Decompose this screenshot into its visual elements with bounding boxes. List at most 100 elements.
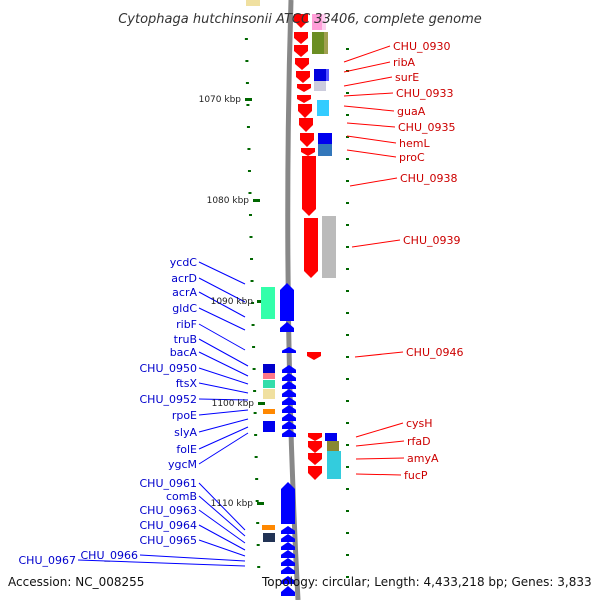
reverse-gene-arrow <box>281 526 295 534</box>
right-minor-tick <box>346 92 349 94</box>
right-minor-tick <box>346 400 349 402</box>
forward-label-leader <box>343 92 394 97</box>
forward-label-leader <box>343 76 393 87</box>
reverse-label-leader <box>77 559 246 567</box>
forward-label-leader <box>355 457 405 460</box>
feature-block <box>317 100 329 116</box>
reverse-gene-arrow <box>282 413 296 421</box>
right-minor-tick <box>346 356 349 358</box>
forward-gene-label: CHU_0946 <box>406 346 464 359</box>
feature-block <box>322 216 336 278</box>
reverse-label-leader <box>198 291 246 318</box>
feature-block <box>261 287 275 319</box>
feature-block <box>263 380 275 388</box>
feature-block <box>246 0 260 6</box>
forward-gene-arrow <box>299 118 313 132</box>
left-minor-tick <box>250 258 254 260</box>
reverse-gene-label: acrD <box>171 272 197 285</box>
left-minor-tick <box>246 126 250 128</box>
left-minor-tick <box>253 412 257 414</box>
reverse-gene-label: CHU_0964 <box>140 519 198 532</box>
feature-block <box>314 81 326 91</box>
reverse-label-leader <box>198 367 249 385</box>
forward-gene-label: CHU_0939 <box>403 234 461 247</box>
forward-label-leader <box>349 177 398 187</box>
feature-block <box>324 32 328 54</box>
feature-block <box>263 421 275 432</box>
left-minor-tick <box>256 522 260 524</box>
reverse-gene-label: truB <box>174 333 197 346</box>
reverse-gene-arrow <box>281 586 295 596</box>
forward-gene-label: surE <box>395 71 419 84</box>
reverse-label-leader <box>198 261 246 285</box>
forward-label-leader <box>343 61 391 73</box>
reverse-label-leader <box>198 418 249 433</box>
forward-gene-label: rfaD <box>407 435 431 448</box>
reverse-gene-label: CHU_0965 <box>140 534 198 547</box>
reverse-label-leader <box>198 432 249 465</box>
reverse-gene-arrow <box>281 566 295 574</box>
forward-gene-arrow <box>308 441 322 453</box>
right-minor-tick <box>346 180 349 182</box>
forward-gene-arrow <box>297 84 311 92</box>
forward-gene-label: cysH <box>406 417 433 430</box>
reverse-gene-label: folE <box>176 443 197 456</box>
feature-block <box>312 32 324 54</box>
forward-gene-arrow <box>295 58 309 70</box>
reverse-gene-label: bacA <box>170 346 198 359</box>
right-minor-tick <box>346 444 349 446</box>
reverse-gene-label: slyA <box>174 426 197 439</box>
left-minor-tick <box>252 346 256 348</box>
reverse-gene-label: CHU_0967 <box>19 554 77 567</box>
left-minor-tick <box>254 456 258 458</box>
feature-block <box>263 533 275 542</box>
reverse-label-leader <box>198 382 249 394</box>
left-minor-tick <box>255 478 259 480</box>
forward-label-leader <box>351 239 401 248</box>
feature-block <box>263 409 275 414</box>
right-minor-tick <box>346 466 349 468</box>
forward-label-leader <box>355 473 402 476</box>
left-minor-tick <box>253 390 257 392</box>
reverse-label-leader <box>198 409 249 416</box>
feature-block <box>327 441 339 451</box>
reverse-gene-label: ycdC <box>170 256 198 269</box>
forward-label-leader <box>346 135 397 144</box>
left-minor-tick <box>251 324 255 326</box>
reverse-label-leader <box>198 351 249 377</box>
reverse-gene-arrow <box>280 322 294 332</box>
reverse-gene-label: CHU_0952 <box>140 393 198 406</box>
topology-text: Topology: circular; Length: 4,433,218 bp… <box>261 575 592 589</box>
forward-gene-arrow <box>296 71 310 83</box>
reverse-label-leader <box>198 539 246 557</box>
feature-block <box>325 433 337 441</box>
forward-label-leader <box>343 105 395 112</box>
right-minor-tick <box>346 378 349 380</box>
reverse-label-leader <box>198 495 246 537</box>
ruler-label: 1080 kbp <box>207 196 250 206</box>
feature-blocks <box>246 0 341 542</box>
accession-text: Accession: NC_008255 <box>8 575 144 589</box>
feature-block <box>314 69 326 81</box>
feature-block <box>263 364 275 373</box>
ruler-major-tick <box>258 402 265 405</box>
right-minor-tick <box>346 312 349 314</box>
forward-label-leader <box>346 122 396 128</box>
right-minor-tick <box>346 532 349 534</box>
right-minor-tick <box>346 268 349 270</box>
reverse-gene-arrow <box>281 576 295 584</box>
reverse-label-leader <box>198 277 246 303</box>
left-minor-tick <box>247 148 251 150</box>
left-minor-tick <box>244 38 248 40</box>
reverse-gene-label: comB <box>166 490 197 503</box>
forward-gene-arrow <box>307 352 321 360</box>
reverse-label-leader <box>139 554 246 562</box>
forward-gene-arrow <box>294 14 308 28</box>
reverse-gene-arrow <box>281 542 295 550</box>
ruler-labels: 1070 kbp 1080 kbp 1090 kbp 1100 kbp 1110 kbp <box>199 95 255 509</box>
forward-label-leader <box>355 422 404 438</box>
left-minor-tick <box>247 170 251 172</box>
forward-gene-arrow <box>294 32 308 44</box>
feature-block <box>327 451 341 479</box>
